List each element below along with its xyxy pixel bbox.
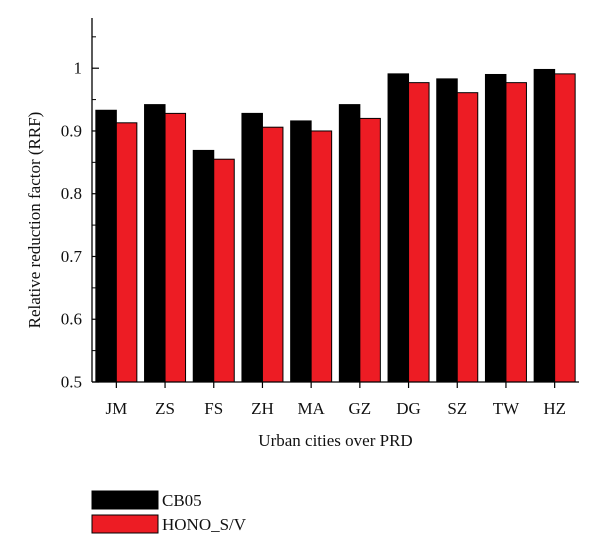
bar-cb05-hz <box>533 68 556 383</box>
x-axis: JM ZS FS ZH MA GZ DG SZ TW HZ <box>92 381 579 418</box>
x-tick-label: ZS <box>155 399 175 418</box>
plot-area <box>95 68 576 383</box>
bar-hono-s-v-dg <box>408 82 430 383</box>
x-axis-title: Urban cities over PRD <box>258 431 412 450</box>
x-tick-label: MA <box>297 399 325 418</box>
bar-hono-s-v-ma <box>310 130 333 383</box>
y-axis-title: Relative reduction factor (RRF) <box>25 112 44 329</box>
bar-hono-s-v-sz <box>456 92 479 383</box>
x-tick-label: SZ <box>447 399 467 418</box>
bar-cb05-tw <box>484 73 507 383</box>
bar-cb05-jm <box>95 109 117 383</box>
legend-label-hono-s-v: HONO_S/V <box>162 515 247 534</box>
legend-swatch-hono-s-v <box>91 514 159 534</box>
bar-hono-s-v-zh <box>261 126 284 383</box>
bar-cb05-dg <box>387 73 410 383</box>
bar-cb05-zh <box>241 112 263 383</box>
x-tick-label: JM <box>105 399 127 418</box>
x-tick-label: DG <box>396 399 421 418</box>
y-axis: 0.5 0.6 0.7 0.8 0.9 1 <box>61 18 99 392</box>
bar-hono-s-v-zs <box>164 112 187 383</box>
y-tick-label: 0.6 <box>61 310 82 329</box>
bar-hono-s-v-gz <box>359 117 381 383</box>
y-tick-label: 0.9 <box>61 121 82 140</box>
bar-hono-s-v-tw <box>505 82 527 383</box>
bar-cb05-sz <box>436 78 458 383</box>
x-tick-label: TW <box>493 399 520 418</box>
legend-label-cb05: CB05 <box>162 491 202 510</box>
x-tick-label: HZ <box>543 399 566 418</box>
bar-cb05-fs <box>192 149 215 383</box>
y-tick-label: 0.5 <box>61 373 82 392</box>
bar-hono-s-v-jm <box>115 122 138 383</box>
y-tick-label: 0.8 <box>61 184 82 203</box>
bar-cb05-zs <box>144 104 166 383</box>
x-tick-label: GZ <box>349 399 372 418</box>
legend-swatch-cb05 <box>91 490 159 510</box>
x-tick-label: FS <box>204 399 223 418</box>
bar-cb05-gz <box>338 104 361 383</box>
y-tick-label: 1 <box>74 59 83 78</box>
legend: CB05 HONO_S/V <box>91 490 247 534</box>
x-tick-label: ZH <box>251 399 274 418</box>
y-tick-label: 0.7 <box>61 247 83 266</box>
bar-hono-s-v-fs <box>213 158 235 383</box>
bar-hono-s-v-hz <box>554 73 576 383</box>
bar-cb05-ma <box>290 120 312 383</box>
